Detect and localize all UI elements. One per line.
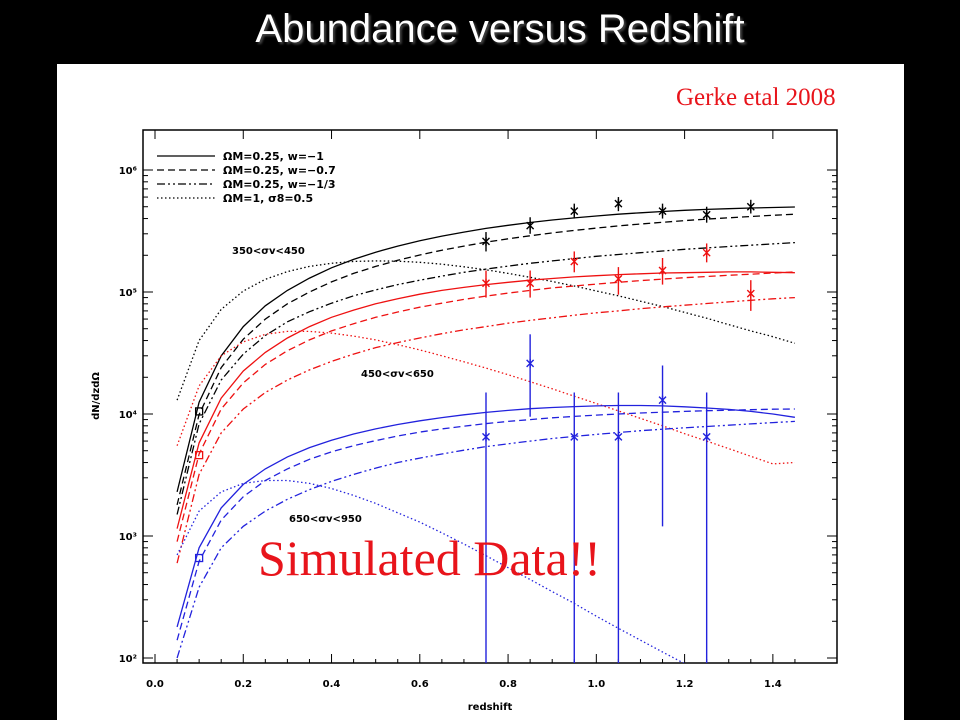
abundance-chart: 0.0 0.2 0.4 0.6 0.8 1.0 1.2 1.410²10³10⁴10⁵10⁶ …	[91, 129, 838, 713]
data-point-square	[194, 450, 204, 460]
x-tick-label: 0.0	[146, 679, 164, 690]
data-point-asterisk	[658, 395, 667, 405]
y-tick-label: 10⁴	[119, 410, 137, 421]
data-point-asterisk	[570, 432, 579, 442]
x-tick-label: 0.8	[499, 679, 517, 690]
curve-bin2-dashed	[176, 408, 795, 641]
bin-label-450-650: 450<σv<650	[361, 369, 434, 380]
slide-title: Abundance versus Redshift	[255, 7, 745, 51]
bin-label-650-950: 650<σv<950	[289, 514, 362, 525]
data-point-asterisk	[614, 274, 623, 284]
curve-bin2-dashdotdot	[176, 420, 795, 659]
data-point-asterisk	[482, 236, 490, 246]
data-point-asterisk	[526, 358, 535, 368]
data-point-asterisk	[746, 202, 755, 212]
legend-label: ΩM=0.25, w=−1	[223, 150, 324, 163]
data-point-asterisk	[614, 432, 623, 442]
data-point-square	[194, 553, 204, 563]
data-point-asterisk	[570, 256, 579, 266]
x-tick-label: 1.2	[676, 679, 694, 690]
x-tick-label: 1.0	[587, 679, 605, 690]
y-axis-label: dN/dzdΩ	[91, 372, 102, 420]
x-tick-label: 0.6	[411, 679, 429, 690]
data-point-asterisk	[526, 221, 535, 231]
x-tick-label: 0.4	[323, 679, 341, 690]
data-point-asterisk	[658, 206, 667, 216]
x-tick-label: 1.4	[764, 679, 782, 690]
data-point-square	[194, 407, 204, 416]
y-tick-label: 10⁶	[119, 166, 137, 177]
data-point-asterisk	[482, 278, 490, 288]
chart-figure: 0.0 0.2 0.4 0.6 0.8 1.0 1.2 1.4 10² 10³ 10⁴ 10⁵ 10⁶ …	[57, 64, 904, 720]
citation-text: Gerke etal 2008	[676, 84, 836, 111]
curve-bin1-dashed	[176, 271, 795, 542]
simulated-data-note: Simulated Data!!	[258, 530, 601, 586]
x-axis-label: redshift	[468, 702, 513, 713]
curve-bin0-dashdotdot	[176, 241, 795, 515]
data-point-asterisk	[526, 278, 535, 288]
curve-bin1-dashdotdot	[176, 296, 795, 564]
data-point-asterisk	[702, 210, 711, 220]
curve-bin0-solid	[176, 206, 795, 493]
data-point-asterisk	[482, 432, 490, 442]
legend-label: ΩM=0.25, w=−1/3	[223, 178, 336, 191]
curve-bin1-dotted	[176, 330, 795, 465]
data-point-asterisk	[702, 432, 711, 442]
legend-label: ΩM=1, σ8=0.5	[223, 192, 313, 205]
x-tick-label: 0.2	[234, 679, 252, 690]
y-tick-label: 10⁵	[119, 288, 137, 299]
plot-frame	[142, 129, 838, 664]
y-tick-label: 10²	[119, 654, 137, 665]
y-tick-label: 10³	[119, 532, 137, 543]
data-point-asterisk	[746, 289, 755, 299]
legend: ΩM=0.25, w=−1ΩM=0.25, w=−0.7ΩM=0.25, w=−…	[157, 150, 336, 205]
data-point-asterisk	[614, 199, 623, 209]
legend-label: ΩM=0.25, w=−0.7	[223, 164, 336, 177]
data-point-asterisk	[702, 248, 711, 258]
data-point-asterisk	[658, 266, 667, 276]
bin-label-350-450: 350<σv<450	[232, 246, 305, 257]
data-point-asterisk	[570, 206, 579, 216]
